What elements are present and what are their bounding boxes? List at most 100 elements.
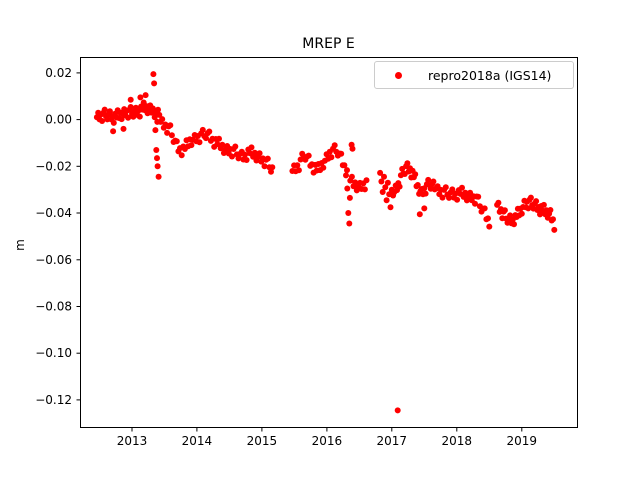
data-point bbox=[137, 94, 144, 101]
data-point bbox=[384, 179, 391, 186]
x-tick-label: 2013 bbox=[117, 434, 148, 448]
data-point bbox=[361, 186, 368, 193]
data-point bbox=[501, 207, 508, 214]
data-point bbox=[154, 155, 160, 162]
data-point bbox=[547, 207, 554, 213]
data-point bbox=[106, 108, 113, 115]
data-point bbox=[150, 71, 157, 78]
data-point bbox=[344, 185, 351, 192]
y-tick-label: 0.02 bbox=[45, 66, 72, 80]
data-point bbox=[199, 126, 206, 133]
data-point bbox=[206, 128, 213, 135]
legend-label: repro2018a (IGS14) bbox=[428, 67, 552, 83]
x-tick-label: 2014 bbox=[182, 434, 213, 448]
data-point bbox=[164, 129, 171, 136]
data-point bbox=[454, 196, 461, 203]
data-point bbox=[387, 204, 394, 211]
data-point bbox=[421, 205, 428, 212]
data-point bbox=[550, 216, 556, 223]
data-point bbox=[235, 155, 242, 162]
y-tick-label: −0.10 bbox=[35, 346, 72, 360]
data-point bbox=[305, 152, 312, 159]
data-point bbox=[118, 116, 125, 123]
data-point bbox=[396, 183, 403, 190]
data-point bbox=[154, 163, 161, 170]
data-point bbox=[232, 143, 239, 150]
data-point bbox=[430, 178, 437, 185]
data-point bbox=[328, 154, 335, 161]
data-point bbox=[110, 128, 117, 135]
data-point bbox=[363, 177, 370, 184]
data-point bbox=[151, 114, 158, 121]
x-tick-label: 2017 bbox=[377, 434, 408, 448]
data-point bbox=[442, 184, 449, 191]
data-point bbox=[349, 145, 356, 152]
data-point bbox=[178, 152, 185, 159]
data-point bbox=[110, 119, 117, 126]
data-point bbox=[414, 182, 421, 188]
data-point bbox=[168, 132, 175, 139]
data-point bbox=[378, 178, 385, 185]
data-point bbox=[527, 194, 534, 201]
data-point bbox=[459, 184, 465, 191]
data-point bbox=[533, 198, 540, 205]
data-point bbox=[120, 125, 127, 132]
data-point bbox=[320, 164, 327, 171]
data-point bbox=[382, 184, 389, 191]
data-point bbox=[156, 111, 163, 118]
data-point bbox=[412, 171, 419, 178]
data-point bbox=[214, 141, 221, 148]
data-point bbox=[125, 114, 132, 121]
data-point bbox=[379, 189, 386, 195]
data-point bbox=[151, 80, 158, 87]
data-point bbox=[219, 141, 226, 148]
data-point bbox=[439, 194, 446, 201]
data-point bbox=[446, 194, 452, 201]
data-point bbox=[475, 193, 482, 200]
data-point bbox=[127, 96, 134, 103]
data-point bbox=[142, 92, 149, 99]
data-point bbox=[472, 200, 478, 207]
data-point bbox=[352, 179, 359, 186]
data-point bbox=[383, 197, 390, 204]
data-point bbox=[381, 173, 387, 180]
data-point bbox=[331, 142, 338, 149]
x-tick-label: 2016 bbox=[312, 434, 343, 448]
y-tick-label: 0.00 bbox=[45, 113, 72, 127]
data-point bbox=[341, 162, 348, 169]
data-point bbox=[159, 116, 166, 123]
data-point bbox=[377, 169, 384, 176]
data-point bbox=[404, 160, 411, 167]
data-point bbox=[511, 221, 517, 228]
data-point bbox=[416, 211, 423, 218]
data-point bbox=[242, 151, 248, 158]
y-tick-label: −0.12 bbox=[35, 393, 72, 407]
data-point bbox=[136, 113, 143, 120]
data-point bbox=[248, 144, 255, 151]
data-point bbox=[495, 199, 502, 206]
data-point bbox=[344, 167, 350, 174]
y-tick-label: −0.02 bbox=[35, 159, 72, 173]
data-point bbox=[101, 106, 108, 113]
data-point bbox=[155, 106, 161, 113]
data-point bbox=[485, 215, 491, 222]
chart-title: MREP E bbox=[302, 36, 355, 52]
data-point bbox=[216, 135, 222, 142]
data-point bbox=[422, 190, 429, 197]
data-point bbox=[394, 407, 401, 414]
y-axis-label: m bbox=[12, 239, 27, 251]
axes-spines bbox=[80, 57, 578, 428]
data-point bbox=[173, 138, 180, 145]
legend: repro2018a (IGS14) bbox=[374, 61, 574, 89]
data-point bbox=[346, 194, 353, 201]
data-point bbox=[99, 118, 106, 124]
data-point bbox=[551, 226, 558, 233]
data-point bbox=[346, 220, 353, 227]
data-point bbox=[481, 205, 488, 212]
data-point bbox=[295, 167, 302, 174]
x-tick-label: 2018 bbox=[442, 434, 473, 448]
data-point bbox=[229, 153, 235, 160]
data-point bbox=[540, 201, 547, 208]
data-point bbox=[155, 173, 162, 180]
